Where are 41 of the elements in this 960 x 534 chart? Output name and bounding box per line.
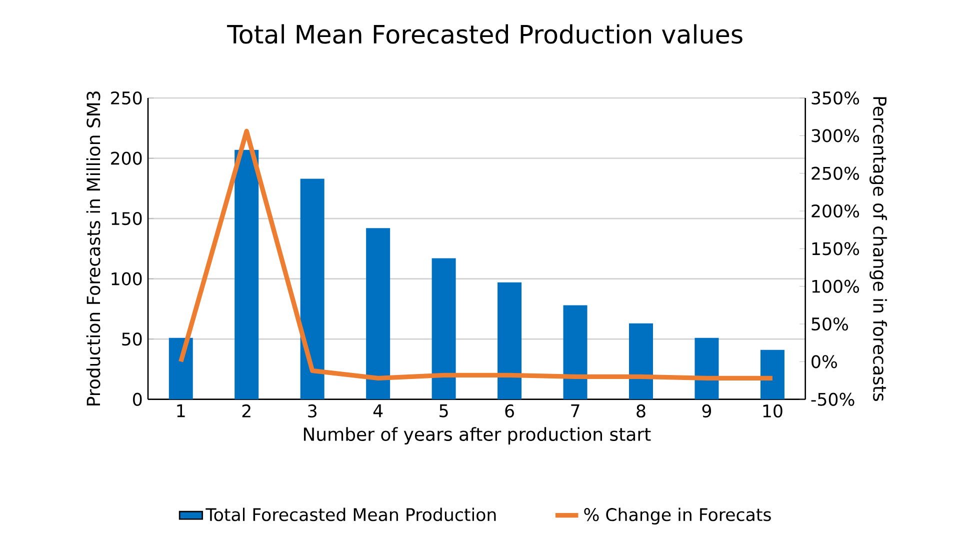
bar: [694, 338, 719, 400]
x-tick-label: 6: [505, 404, 514, 418]
x-tick-label: 5: [440, 404, 448, 418]
bar: [366, 228, 390, 400]
bar: [234, 150, 259, 400]
y2-tick-label: 150%: [812, 242, 860, 256]
x-tick-label: 4: [373, 404, 383, 418]
y2-axis-title: Percentage of change in forecasts: [870, 97, 887, 401]
legend-label: % Change in Forecats: [584, 508, 771, 525]
y-tick-label: 100: [112, 272, 142, 286]
x-tick-label: 8: [636, 404, 646, 418]
bar: [760, 350, 784, 400]
y-tick-label: 200: [111, 152, 142, 165]
x-tick-label: 3: [308, 404, 316, 418]
y2-tick-label: 0%: [812, 355, 837, 368]
y-axis-title: Production Forecasts in Million SM3: [86, 92, 100, 406]
y2-tick-label: -50%: [811, 392, 854, 406]
bar: [563, 305, 588, 400]
bar: [629, 323, 653, 400]
y-tick-label: 0: [133, 392, 142, 406]
chart-title: Total Mean Forecasted Production values: [227, 24, 742, 44]
y2-tick-label: 350%: [812, 91, 860, 105]
x-tick-label: 1: [177, 404, 185, 418]
y2-tick-label: 100%: [812, 280, 860, 293]
x-tick-label: 9: [702, 404, 712, 418]
bar: [432, 258, 456, 400]
y2-tick-label: 200%: [812, 204, 860, 218]
x-tick-label: 2: [242, 404, 250, 418]
y-tick-label: 250: [111, 91, 142, 105]
bar: [498, 282, 522, 400]
legend-label: Total Forecasted Mean Production: [206, 508, 496, 522]
y-tick-label: 50: [122, 332, 142, 346]
bar: [300, 178, 324, 400]
y2-tick-label: 250%: [812, 166, 860, 180]
bar: [168, 338, 193, 400]
y-tick-label: 150: [112, 212, 142, 226]
x-axis-title: Number of years after production start: [304, 427, 651, 445]
x-tick-label: 10: [763, 404, 782, 418]
y2-tick-label: 300%: [812, 129, 860, 142]
y2-tick-label: 50%: [812, 317, 848, 331]
x-tick-label: 7: [571, 404, 580, 418]
